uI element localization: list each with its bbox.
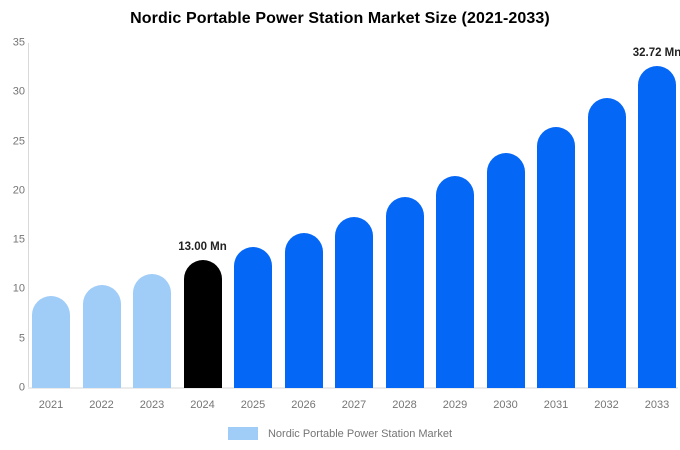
- x-axis-labels: 2021 2022 2023 2024 2025 2026 2027 2028 2029 2030…: [32, 399, 676, 411]
- bar-value-label: 32.72 Mn: [632, 46, 680, 59]
- x-axis-label: 2023: [139, 399, 165, 411]
- y-tick-label: 15: [12, 233, 25, 246]
- x-axis-baseline: [28, 387, 678, 389]
- x-axis-label: 2029: [442, 399, 468, 411]
- y-axis-ticks: 0 5 10 15 20 25 30 35: [0, 37, 25, 393]
- bar-2030: [486, 153, 525, 388]
- bar-column: 13.00 Mn: [178, 43, 227, 388]
- legend-swatch: [227, 427, 258, 440]
- x-axis-label: 2025: [240, 399, 266, 411]
- plot-area: 13.00 Mn 32.72 Mn: [32, 43, 680, 388]
- bar-2031: [537, 126, 575, 388]
- bar-value-label: 13.00 Mn: [178, 240, 227, 253]
- bar-column: [32, 43, 70, 388]
- y-tick-label: 25: [12, 135, 25, 148]
- bar-2029: [436, 176, 474, 388]
- bar-2023: [133, 273, 171, 388]
- bar-column: [133, 43, 171, 388]
- bar-2033: 32.72 Mn: [633, 47, 680, 388]
- y-tick-label: 5: [18, 332, 25, 345]
- bar-2028: [385, 196, 424, 388]
- bar-column: [335, 43, 373, 388]
- bar-2032: [587, 98, 626, 388]
- x-axis-label: 2031: [543, 399, 569, 411]
- bar-column: [486, 43, 525, 388]
- x-axis-label: 2032: [594, 399, 619, 411]
- legend-label: Nordic Portable Power Station Market: [267, 427, 453, 440]
- y-tick-label: 35: [12, 36, 25, 49]
- bar-column: 32.72 Mn: [633, 43, 680, 388]
- y-tick-label: 30: [12, 85, 25, 98]
- bar-2027: [335, 216, 373, 388]
- bar-column: [284, 43, 323, 388]
- x-axis-label: 2033: [644, 399, 670, 411]
- y-axis-line: [28, 43, 29, 388]
- x-axis-label: 2026: [291, 399, 316, 411]
- bar-column: [385, 43, 424, 388]
- bar-2022: [82, 284, 121, 388]
- bar-column: [234, 43, 272, 388]
- bar-2021: [32, 296, 70, 388]
- bar-column: [82, 43, 121, 388]
- bar-column: [436, 43, 474, 388]
- y-tick-label: 10: [12, 282, 25, 295]
- x-axis-label: 2027: [341, 399, 367, 411]
- bar-2026: [284, 233, 323, 388]
- x-axis-label: 2030: [493, 399, 518, 411]
- legend[interactable]: Nordic Portable Power Station Market: [0, 427, 680, 440]
- x-axis-label: 2024: [190, 399, 215, 411]
- x-axis-label: 2021: [38, 399, 64, 411]
- y-tick-label: 20: [12, 184, 25, 197]
- bar-column: [587, 43, 626, 388]
- chart-title: Nordic Portable Power Station Market Siz…: [130, 10, 550, 27]
- y-tick-label: 0: [18, 381, 25, 394]
- bar-2025: [234, 247, 272, 388]
- bar-column: [537, 43, 575, 388]
- bar-2024: 13.00 Mn: [178, 241, 227, 388]
- x-axis-label: 2022: [89, 399, 114, 411]
- x-axis-label: 2028: [392, 399, 417, 411]
